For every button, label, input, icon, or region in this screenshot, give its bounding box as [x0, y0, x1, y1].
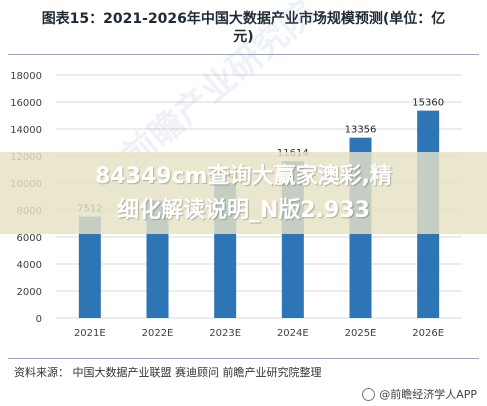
x-tick-label: 2026E — [412, 328, 444, 339]
bar-data-label: 15360 — [412, 98, 444, 109]
chart-title: 图表15：2021-2026年中国大数据产业市场规模预测(单位：亿 元) — [0, 10, 487, 46]
bar — [78, 216, 101, 318]
x-tick-label: 2023E — [209, 328, 241, 339]
brand-logo-icon — [362, 387, 376, 401]
overlay-text-line1: 84349cm查询大赢家澳彩,精 — [95, 164, 392, 189]
y-tick-label: 4000 — [17, 260, 42, 271]
y-tick-label: 18000 — [10, 71, 42, 82]
source-note: 资料来源： 中国大数据产业联盟 赛迪顾问 前瞻产业研究院整理 — [14, 366, 322, 379]
x-tick-label: 2022E — [142, 328, 174, 339]
brand-watermark: @前瞻经济学人APP — [362, 386, 477, 402]
brand-watermark-text: @前瞻经济学人APP — [379, 388, 477, 401]
overlay-text-line2: 细化解读说明_N版2.933 — [116, 198, 370, 223]
x-tick-label: 2025E — [345, 328, 377, 339]
x-tick-label: 2021E — [74, 328, 106, 339]
bar-data-label: 13356 — [345, 125, 377, 136]
overlay-banner — [0, 152, 487, 234]
y-tick-label: 14000 — [10, 125, 42, 136]
x-axis-ticks: 2021E 2022E 2023E 2024E 2025E 2026E — [74, 328, 444, 339]
chart-title-line2: 元) — [233, 29, 254, 45]
chart-title-line1: 图表15：2021-2026年中国大数据产业市场规模预测(单位：亿 — [41, 11, 446, 27]
y-tick-label: 16000 — [10, 98, 42, 109]
y-tick-label: 0 — [36, 314, 42, 325]
y-tick-label: 2000 — [17, 287, 42, 298]
y-tick-label: 6000 — [17, 233, 42, 244]
x-tick-label: 2024E — [277, 328, 309, 339]
source-divider — [8, 358, 479, 359]
title-divider — [8, 54, 479, 55]
